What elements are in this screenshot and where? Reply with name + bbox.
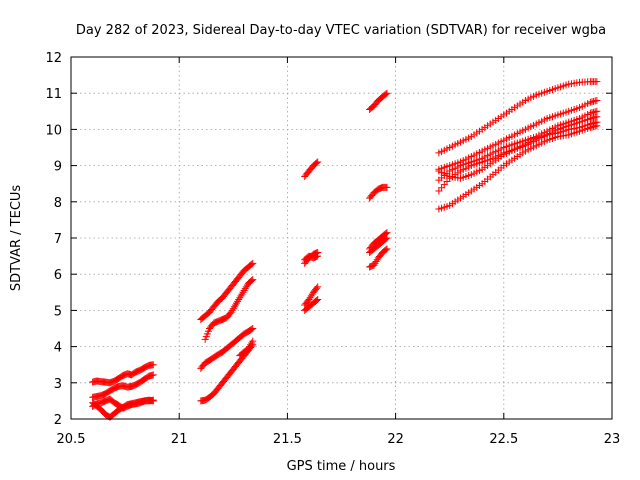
data-points xyxy=(89,78,601,421)
data-point xyxy=(383,234,391,242)
series-t25 xyxy=(435,122,601,213)
chart-title: Day 282 of 2023, Sidereal Day-to-day VTE… xyxy=(76,23,606,38)
data-point xyxy=(248,277,256,285)
y-tick-label: 10 xyxy=(45,123,62,138)
data-point xyxy=(249,259,257,267)
data-point xyxy=(371,259,379,267)
series-t23 xyxy=(435,113,601,195)
y-tick-label: 2 xyxy=(54,413,62,428)
data-point xyxy=(242,283,250,291)
series-t20 xyxy=(435,78,601,157)
data-point xyxy=(306,294,314,302)
y-tick-label: 9 xyxy=(54,160,62,175)
data-point xyxy=(313,284,321,292)
data-point xyxy=(231,301,239,309)
y-tick-label: 11 xyxy=(45,87,62,102)
x-tick-label: 21.5 xyxy=(273,432,302,447)
data-point xyxy=(372,258,380,266)
series-t6 xyxy=(201,276,257,343)
y-tick-label: 4 xyxy=(54,341,62,356)
series-t13 xyxy=(301,283,322,309)
y-tick-label: 7 xyxy=(54,232,62,247)
data-point xyxy=(593,96,601,104)
series-t9 xyxy=(236,337,257,360)
series-t5 xyxy=(197,259,257,323)
data-point xyxy=(593,78,601,86)
data-point xyxy=(248,339,256,347)
data-point xyxy=(593,122,601,130)
y-tick-label: 5 xyxy=(54,304,62,319)
y-tick-label: 6 xyxy=(54,268,62,283)
plot-frame xyxy=(70,56,613,420)
data-point xyxy=(307,292,315,300)
data-point xyxy=(229,305,237,313)
series-t10 xyxy=(301,158,322,180)
data-point xyxy=(314,252,322,260)
data-point xyxy=(241,285,249,293)
data-point xyxy=(382,235,390,243)
series-t1 xyxy=(89,361,157,387)
data-point xyxy=(227,308,235,316)
data-point xyxy=(244,344,252,352)
y-tick-label: 12 xyxy=(45,51,62,66)
data-point xyxy=(149,396,157,404)
x-tick-label: 22 xyxy=(387,432,404,447)
data-point xyxy=(383,89,391,97)
data-point xyxy=(247,341,255,349)
data-point xyxy=(233,299,241,307)
data-point xyxy=(370,261,378,269)
data-point xyxy=(314,296,322,304)
data-point xyxy=(314,158,322,166)
data-point xyxy=(314,283,322,291)
data-point xyxy=(382,90,390,98)
series-t7 xyxy=(197,325,257,372)
data-point xyxy=(313,296,321,304)
y-tick-label: 8 xyxy=(54,196,62,211)
series-t14 xyxy=(301,296,322,314)
grid xyxy=(71,57,612,419)
series-t2 xyxy=(89,371,157,401)
y-tick-label: 3 xyxy=(54,377,62,392)
data-point xyxy=(237,292,245,300)
x-tick-label: 22.5 xyxy=(489,432,518,447)
x-tick-label: 23 xyxy=(604,432,621,447)
data-point xyxy=(313,159,321,167)
data-point xyxy=(236,294,244,302)
data-point xyxy=(238,290,246,298)
series-t4 xyxy=(89,396,157,421)
data-point xyxy=(249,325,257,332)
data-point xyxy=(235,296,243,304)
series-t15 xyxy=(366,89,391,113)
data-point xyxy=(230,303,238,311)
series-t12 xyxy=(301,252,322,264)
x-axis-label: GPS time / hours xyxy=(287,459,396,474)
x-tick-label: 21 xyxy=(171,432,188,447)
data-point xyxy=(383,245,391,253)
data-point xyxy=(149,371,157,379)
x-tick-label: 20.5 xyxy=(57,432,86,447)
data-point xyxy=(240,286,248,294)
data-point xyxy=(305,296,313,304)
data-point xyxy=(149,361,157,369)
data-point xyxy=(382,246,390,254)
data-point xyxy=(249,337,257,345)
data-point xyxy=(383,183,391,191)
data-point xyxy=(248,260,256,268)
series-t16 xyxy=(366,183,391,202)
data-point xyxy=(249,276,257,284)
y-axis-label: SDTVAR / TECUs xyxy=(9,185,24,292)
data-point xyxy=(234,297,242,305)
data-point xyxy=(228,306,236,314)
data-point xyxy=(248,325,256,333)
series-t18 xyxy=(366,234,391,256)
data-point xyxy=(239,288,247,296)
data-point xyxy=(246,343,254,351)
series-t19 xyxy=(366,245,391,271)
series-t21 xyxy=(435,96,601,173)
